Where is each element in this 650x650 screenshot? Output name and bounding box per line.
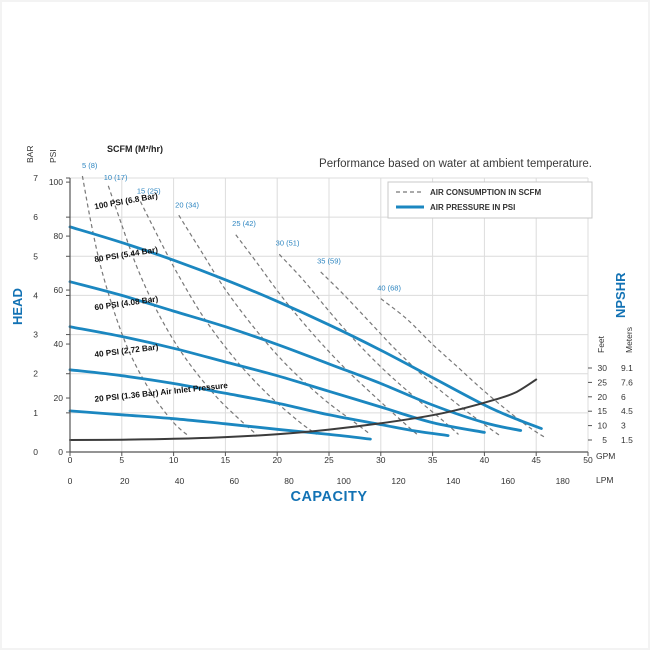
feet-axis-unit: Feet	[596, 335, 606, 353]
scfm-axis-title: SCFM (M³/hr)	[107, 144, 163, 154]
lpm-tick-label: 20	[120, 476, 130, 486]
lpm-axis-unit: LPM	[596, 475, 613, 485]
psi-axis-unit: PSI	[48, 149, 58, 163]
meters-axis-unit: Meters	[624, 327, 634, 353]
legend-air-pressure-label: AIR PRESSURE IN PSI	[430, 203, 515, 212]
legend-air-consumption-label: AIR CONSUMPTION IN SCFM	[430, 188, 541, 197]
air-pressure-curve-label: 80 PSI (5.44 Bar)	[94, 245, 159, 264]
air-pressure-curve	[68, 368, 450, 437]
air-consumption-curve	[278, 253, 459, 435]
bar-tick-label: 6	[33, 212, 38, 222]
lpm-tick-label: 120	[391, 476, 405, 486]
air-pressure-curve	[68, 280, 523, 432]
npshr-feet-tick-label: 5	[602, 435, 607, 445]
npshr-meters-tick-label: 9.1	[621, 363, 633, 373]
gpm-axis-unit: GPM	[596, 451, 615, 461]
npshr-axis-title: NPSHR	[613, 272, 628, 318]
gpm-tick-label: 25	[324, 455, 334, 465]
npshr-feet-tick-label: 20	[598, 392, 608, 402]
psi-tick-label: 0	[58, 447, 63, 457]
npshr-meters-tick-label: 7.6	[621, 377, 633, 387]
npshr-feet-tick-label: 25	[598, 377, 608, 387]
air-consumption-curve	[380, 298, 545, 438]
psi-tick-label: 60	[54, 285, 64, 295]
air-consumption-curve-label: 10 (17)	[104, 173, 128, 182]
air-consumption-curves: 5 (8) 10 (17) 15 (25) 20 (34) 25 (42) 30 (51)…	[81, 161, 545, 438]
lpm-tick-label: 100	[337, 476, 351, 486]
bar-tick-label: 0	[33, 447, 38, 457]
head-axis-title: HEAD	[10, 288, 25, 325]
npshr-meters-tick-label: 4.5	[621, 406, 633, 416]
lpm-tick-label: 60	[229, 476, 239, 486]
lpm-tick-label: 140	[446, 476, 460, 486]
air-consumption-curve-label: 25 (42)	[232, 219, 256, 228]
air-pressure-curve-label: 100 PSI (6.8 Bar)	[94, 191, 159, 211]
npshr-curve	[69, 378, 538, 441]
gpm-tick-label: 40	[480, 455, 490, 465]
bar-tick-label: 5	[33, 251, 38, 261]
gpm-tick-label: 30	[376, 455, 386, 465]
npshr-meters-tick-label: 1.5	[621, 435, 633, 445]
bar-tick-label: 2	[33, 369, 38, 379]
bar-tick-label: 3	[33, 330, 38, 340]
air-pressure-curves: 100 PSI (6.8 Bar)80 PSI (5.44 Bar)60 PSI…	[68, 191, 543, 441]
air-pressure-curve	[68, 225, 543, 430]
bar-axis-unit: BAR	[25, 146, 35, 163]
air-consumption-curve	[320, 271, 501, 437]
gpm-tick-label: 45	[531, 455, 541, 465]
legend: AIR CONSUMPTION IN SCFM AIR PRESSURE IN …	[387, 181, 593, 219]
gpm-tick-label: 10	[169, 455, 179, 465]
bar-tick-label: 7	[33, 173, 38, 183]
lpm-tick-label: 40	[175, 476, 185, 486]
air-consumption-curve-label: 30 (51)	[276, 238, 300, 247]
legend-box	[387, 181, 593, 219]
air-consumption-curve-label: 20 (34)	[175, 200, 199, 209]
gpm-tick-label: 15	[221, 455, 231, 465]
air-consumption-curve-label: 40 (68)	[377, 284, 401, 293]
air-pressure-curve-label: 20 PSI (1.36 Bar) Air Inlet Pressure	[94, 381, 229, 404]
air-consumption-curve	[139, 201, 317, 435]
npshr-feet-tick-label: 30	[598, 363, 608, 373]
gpm-tick-label: 0	[68, 455, 73, 465]
gpm-tick-label: 50	[583, 455, 593, 465]
npshr-feet-tick-label: 10	[598, 421, 608, 431]
chart-note: Performance based on water at ambient te…	[319, 158, 592, 170]
gpm-tick-label: 35	[428, 455, 438, 465]
npshr-meters-tick-label: 6	[621, 392, 626, 402]
npshr-meters-tick-label: 3	[621, 421, 626, 431]
air-consumption-curve	[81, 175, 190, 437]
air-consumption-curve-label: 35 (59)	[317, 256, 341, 265]
capacity-axis-title: CAPACITY	[290, 489, 367, 505]
psi-tick-label: 40	[54, 339, 64, 349]
lpm-tick-label: 0	[68, 476, 73, 486]
bar-tick-label: 4	[33, 290, 38, 300]
psi-tick-label: 20	[54, 393, 64, 403]
gpm-tick-label: 5	[119, 455, 124, 465]
air-consumption-curve	[178, 214, 371, 435]
npshr-feet-tick-label: 15	[598, 406, 608, 416]
lpm-tick-label: 160	[501, 476, 515, 486]
bar-tick-label: 1	[33, 408, 38, 418]
grid-lines	[70, 177, 589, 452]
air-consumption-curve	[235, 234, 418, 435]
air-pressure-curve	[68, 409, 372, 441]
gpm-tick-label: 20	[272, 455, 282, 465]
psi-tick-label: 100	[49, 177, 63, 187]
air-consumption-curve-label: 15 (25)	[137, 187, 161, 196]
air-consumption-curve	[107, 185, 257, 435]
air-consumption-curve-label: 5 (8)	[82, 161, 98, 170]
lpm-tick-label: 180	[556, 476, 570, 486]
lpm-tick-label: 80	[284, 476, 294, 486]
psi-tick-label: 80	[54, 231, 64, 241]
